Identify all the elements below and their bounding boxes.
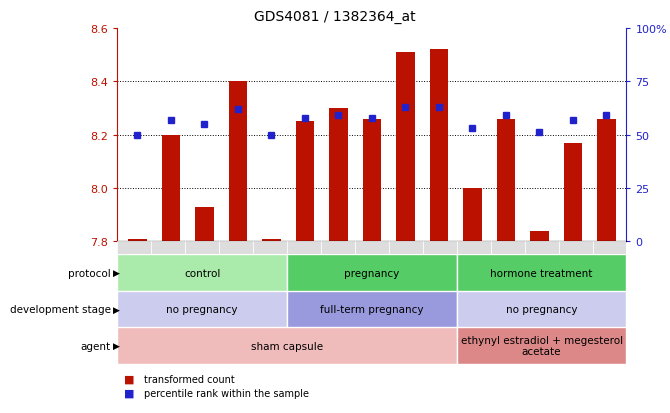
Text: ▶: ▶ <box>113 268 119 278</box>
Bar <box>355 242 389 255</box>
Bar <box>117 328 457 364</box>
Text: sham capsule: sham capsule <box>251 341 323 351</box>
Bar <box>128 239 147 242</box>
Bar <box>195 207 214 242</box>
Bar <box>457 255 626 291</box>
Bar <box>463 188 482 242</box>
Text: control: control <box>184 268 220 278</box>
Bar <box>457 291 626 328</box>
Bar <box>457 242 490 255</box>
Bar <box>151 242 185 255</box>
Text: full-term pregnancy: full-term pregnancy <box>320 304 423 314</box>
Text: agent: agent <box>80 341 111 351</box>
Bar <box>457 328 626 364</box>
Text: protocol: protocol <box>68 268 111 278</box>
Text: percentile rank within the sample: percentile rank within the sample <box>144 388 309 398</box>
Bar <box>362 119 381 242</box>
Text: ■: ■ <box>124 374 135 384</box>
Text: development stage: development stage <box>9 304 111 314</box>
Bar <box>262 239 281 242</box>
Text: no pregnancy: no pregnancy <box>506 304 578 314</box>
Bar <box>295 122 314 242</box>
Bar <box>429 50 448 242</box>
Text: hormone treatment: hormone treatment <box>490 268 593 278</box>
Bar <box>253 242 287 255</box>
Bar <box>228 82 247 242</box>
Text: ethynyl estradiol + megesterol
acetate: ethynyl estradiol + megesterol acetate <box>460 335 622 356</box>
Text: ■: ■ <box>124 388 135 398</box>
Bar <box>287 242 321 255</box>
Bar <box>525 242 559 255</box>
Bar <box>287 255 457 291</box>
Text: transformed count: transformed count <box>144 374 234 384</box>
Bar <box>117 242 151 255</box>
Bar <box>530 231 549 242</box>
Bar <box>490 242 525 255</box>
Bar <box>396 53 415 242</box>
Text: ▶: ▶ <box>113 341 119 350</box>
Bar <box>389 242 423 255</box>
Bar <box>117 255 287 291</box>
Bar <box>563 143 582 242</box>
Bar <box>496 119 515 242</box>
Bar <box>423 242 457 255</box>
Text: no pregnancy: no pregnancy <box>166 304 238 314</box>
Bar <box>219 242 253 255</box>
Bar <box>592 242 626 255</box>
Bar <box>321 242 355 255</box>
Text: GDS4081 / 1382364_at: GDS4081 / 1382364_at <box>254 10 416 24</box>
Bar <box>329 109 348 242</box>
Bar <box>117 291 287 328</box>
Bar <box>161 135 180 242</box>
Bar <box>597 119 616 242</box>
Text: pregnancy: pregnancy <box>344 268 399 278</box>
Bar <box>559 242 592 255</box>
Bar <box>287 291 457 328</box>
Bar <box>185 242 219 255</box>
Text: ▶: ▶ <box>113 305 119 314</box>
